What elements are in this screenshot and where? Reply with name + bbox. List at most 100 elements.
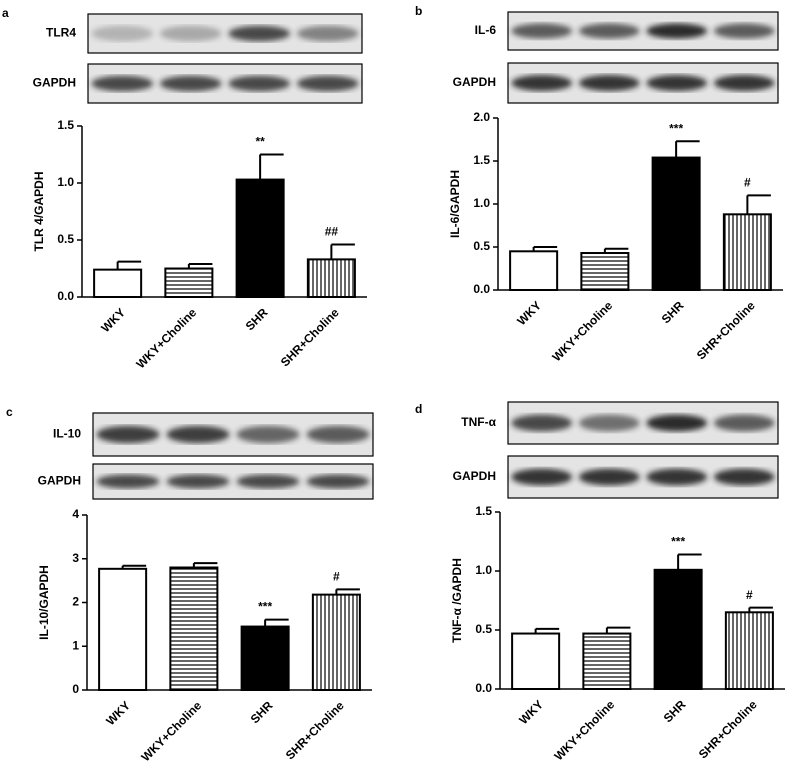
y-tick-label: 1.5 (473, 153, 490, 167)
significance: ## (325, 225, 339, 239)
blot-band (646, 468, 708, 486)
blot-band (96, 425, 160, 444)
blot-band (236, 474, 300, 489)
x-tick-label: WKY+Choline (549, 298, 615, 364)
blot-label: GAPDH (453, 75, 496, 89)
blot-label: TNF-α (461, 415, 496, 429)
blot-band (96, 474, 160, 489)
x-tick-label: SHR (248, 698, 276, 726)
blot-band (511, 75, 573, 91)
bar (240, 625, 290, 691)
panel-label: c (6, 405, 13, 419)
blot-band (296, 75, 359, 92)
blot-band (306, 425, 370, 444)
blot-band (646, 23, 708, 39)
x-tick-label: SHR+Choline (283, 698, 347, 762)
significance: # (333, 570, 340, 584)
bar (582, 632, 632, 690)
blot-band (713, 414, 775, 432)
significance: *** (671, 535, 685, 549)
blot-band (713, 75, 775, 91)
blot-band (159, 75, 222, 92)
blot-label: IL-10 (53, 427, 81, 441)
y-tick-label: 0.0 (57, 289, 74, 303)
blot-band (236, 425, 300, 444)
x-tick-label: SHR+Choline (694, 298, 758, 362)
x-tick-label: WKY (514, 298, 544, 328)
bar (509, 250, 559, 292)
blot-band (306, 474, 370, 489)
y-tick-label: 4 (72, 507, 79, 521)
panel-label: a (2, 6, 9, 20)
blot-band (578, 75, 640, 91)
significance: ** (255, 135, 265, 149)
blot-band (296, 25, 359, 42)
significance: *** (669, 121, 683, 135)
y-axis-label: TNF-α /GAPDH (450, 558, 464, 643)
bar (724, 611, 774, 690)
x-tick-label: SHR+Choline (278, 305, 342, 369)
significance: # (744, 176, 751, 190)
x-tick-label: WKY (98, 305, 128, 335)
x-tick-label: WKY+Choline (551, 697, 617, 763)
x-tick-label: WKY (516, 697, 546, 727)
y-tick-label: 2.0 (473, 110, 490, 124)
y-tick-label: 0.5 (57, 232, 74, 246)
blot-band (646, 75, 708, 91)
y-tick-label: 0.5 (475, 622, 492, 636)
blot-band (228, 25, 291, 42)
blot-band (511, 23, 573, 39)
bar (169, 566, 219, 691)
bar (653, 568, 703, 691)
blot-band (646, 414, 708, 432)
blot-band (578, 23, 640, 39)
panel-label: b (415, 4, 422, 18)
panel-label: d (415, 402, 422, 416)
bar (580, 252, 630, 292)
y-tick-label: 1.5 (57, 118, 74, 132)
blot-band (713, 468, 775, 486)
y-axis-label: TLR 4/GAPDH (32, 171, 46, 251)
y-tick-label: 1.5 (475, 504, 492, 518)
y-tick-label: 1 (72, 638, 79, 652)
bar (306, 258, 356, 299)
blot-label: GAPDH (33, 76, 76, 90)
x-tick-label: SHR (659, 298, 687, 326)
bar (311, 593, 361, 691)
y-tick-label: 0 (72, 682, 79, 696)
x-tick-label: WKY+Choline (138, 698, 204, 764)
blot-band (91, 75, 154, 92)
blot-label: GAPDH (38, 474, 81, 488)
x-tick-label: SHR+Choline (696, 697, 760, 761)
x-tick-label: WKY (103, 698, 133, 728)
bar (722, 213, 772, 292)
bar (511, 632, 561, 690)
y-tick-label: 1.0 (473, 196, 490, 210)
y-tick-label: 0.0 (475, 681, 492, 695)
y-axis-label: IL-6/GAPDH (448, 170, 462, 238)
blot-band (166, 474, 230, 489)
x-tick-label: SHR (243, 305, 271, 333)
x-tick-label: WKY+Choline (133, 305, 199, 371)
y-axis-label: IL-10/GAPDH (37, 565, 51, 640)
blot-label: TLR4 (46, 26, 76, 40)
blot-label: GAPDH (453, 469, 496, 483)
y-tick-label: 1.0 (475, 563, 492, 577)
blot-band (511, 414, 573, 432)
blot-band (713, 23, 775, 39)
blot-band (578, 468, 640, 486)
bar (164, 267, 214, 298)
blot-band (578, 414, 640, 432)
bar (93, 268, 143, 299)
y-tick-label: 0.0 (473, 282, 490, 296)
bar (651, 156, 701, 291)
bar (235, 178, 285, 298)
blot-band (91, 25, 154, 42)
y-tick-label: 0.5 (473, 239, 490, 253)
y-tick-label: 3 (72, 551, 79, 565)
bar (98, 567, 148, 691)
significance: *** (258, 600, 272, 614)
significance: # (746, 588, 753, 602)
blot-band (159, 25, 222, 42)
